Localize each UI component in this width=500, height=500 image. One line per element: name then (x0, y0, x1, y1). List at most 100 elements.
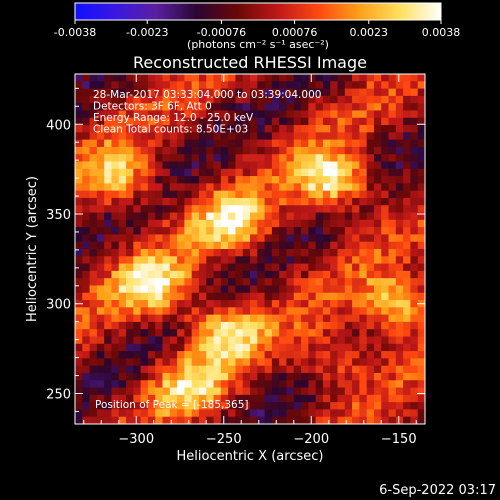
heatmap-cell (140, 263, 149, 272)
heatmap-cell (75, 409, 83, 418)
heatmap-cell (279, 103, 287, 111)
heatmap-cell (352, 132, 360, 141)
heatmap-cell (279, 190, 287, 199)
heatmap-cell (315, 125, 324, 133)
heatmap-cell (344, 234, 353, 243)
heatmap-cell (250, 183, 258, 192)
heatmap-cell (235, 117, 244, 126)
colorbar-tick-label: 0.00076 (272, 26, 318, 39)
heatmap-cell (177, 227, 185, 235)
heatmap-cell (155, 343, 163, 352)
heatmap-cell (147, 197, 156, 206)
heatmap-cell (220, 402, 229, 410)
heatmap-cell (410, 329, 419, 337)
heatmap-cell (191, 125, 200, 133)
heatmap-cell (388, 329, 397, 337)
heatmap-cell (373, 336, 382, 345)
heatmap-cell (191, 263, 200, 272)
heatmap-cell (206, 278, 215, 286)
x-tick-label: −300 (118, 432, 154, 447)
heatmap-cell (352, 168, 360, 177)
heatmap-cell (118, 409, 127, 418)
heatmap-cell (337, 314, 346, 323)
heatmap-cell (279, 227, 287, 235)
heatmap-cell (279, 314, 287, 323)
heatmap-cell (271, 372, 280, 381)
heatmap-cell (308, 307, 317, 316)
heatmap-cell (111, 132, 120, 141)
heatmap-cell (140, 132, 149, 141)
heatmap-cell (162, 402, 171, 410)
heatmap-cell (388, 234, 397, 243)
heatmap-cell (410, 300, 419, 308)
heatmap-cell (337, 176, 346, 184)
heatmap-cell (250, 227, 258, 235)
heatmap-cell (82, 402, 91, 410)
heatmap-cell (111, 351, 120, 359)
heatmap-cell (264, 285, 273, 294)
heatmap-cell (381, 197, 390, 206)
heatmap-cell (301, 394, 309, 403)
heatmap-cell (257, 117, 266, 126)
heatmap-cell (206, 285, 215, 294)
heatmap-cell (271, 132, 280, 141)
heatmap-cell (315, 249, 324, 257)
heatmap-cell (82, 336, 91, 345)
heatmap-cell (344, 249, 353, 257)
heatmap-cell (330, 270, 338, 279)
heatmap-cell (308, 81, 317, 90)
heatmap-cell (381, 365, 390, 374)
heatmap-cell (250, 190, 258, 199)
heatmap-cell (242, 329, 251, 337)
heatmap-cell (271, 212, 280, 221)
heatmap-cell (147, 88, 156, 97)
heatmap-cell (104, 256, 112, 265)
heatmap-cell (410, 358, 419, 367)
heatmap-cell (352, 387, 360, 396)
heatmap-cell (322, 380, 331, 389)
heatmap-cell (352, 227, 360, 235)
heatmap-cell (308, 197, 317, 206)
heatmap-cell (315, 256, 324, 265)
heatmap-cell (322, 146, 331, 155)
heatmap-cell (126, 88, 134, 97)
heatmap-cell (381, 168, 390, 177)
heatmap-cell (198, 307, 207, 316)
heatmap-cell (228, 74, 236, 82)
heatmap-cell (308, 336, 317, 345)
heatmap-cell (337, 95, 346, 104)
heatmap-cell (359, 234, 368, 243)
heatmap-cell (213, 256, 222, 265)
heatmap-cell (395, 183, 404, 192)
heatmap-cell (126, 256, 134, 265)
heatmap-cell (96, 307, 105, 316)
heatmap-cell (162, 81, 171, 90)
heatmap-cell (359, 372, 368, 381)
heatmap-cell (315, 409, 324, 418)
heatmap-cell (111, 103, 120, 111)
heatmap-cell (191, 190, 200, 199)
heatmap-cell (293, 197, 302, 206)
heatmap-cell (184, 227, 193, 235)
heatmap-cell (330, 95, 338, 104)
heatmap-cell (279, 95, 287, 104)
heatmap-cell (162, 219, 171, 228)
heatmap-cell (184, 74, 193, 82)
heatmap-cell (162, 321, 171, 330)
heatmap-cell (155, 263, 163, 272)
heatmap-cell (155, 81, 163, 90)
heatmap-cell (96, 168, 105, 177)
heatmap-cell (198, 372, 207, 381)
heatmap-cell (410, 176, 419, 184)
heatmap-cell (308, 234, 317, 243)
heatmap-cell (293, 343, 302, 352)
heatmap-cell (293, 394, 302, 403)
heatmap-cell (228, 278, 236, 286)
heatmap-cell (198, 154, 207, 162)
heatmap-cell (337, 117, 346, 126)
heatmap-cell (162, 343, 171, 352)
heatmap-cell (352, 380, 360, 389)
heatmap-cell (82, 387, 91, 396)
heatmap-cell (147, 409, 156, 418)
heatmap-cell (286, 365, 295, 374)
